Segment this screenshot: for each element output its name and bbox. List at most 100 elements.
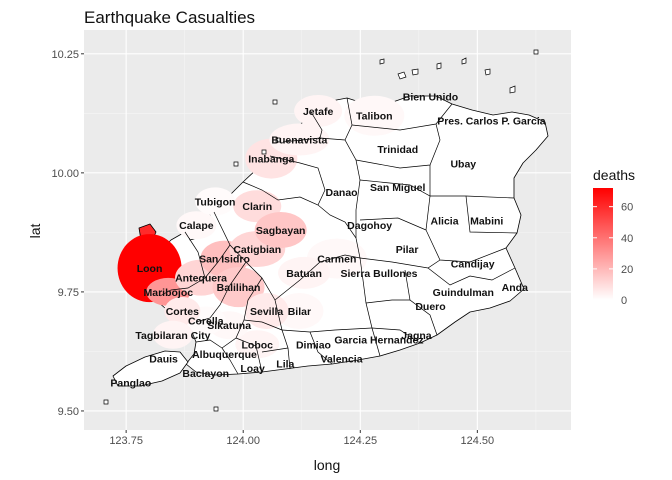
municipality-fill (212, 267, 265, 308)
municipality-label: San Miguel (370, 182, 426, 194)
municipality-label: Batuan (286, 268, 322, 280)
border (243, 319, 283, 331)
municipality-labels: Loon Maribojoc Calape Antequera San Isidro Ca… (110, 92, 545, 390)
municipality-label: Guindulman (433, 287, 494, 299)
x-tick-label: 123.75 (109, 435, 143, 447)
islet (436, 62, 442, 70)
municipality-label: Baclayon (182, 368, 229, 380)
border (281, 327, 373, 333)
y-axis-title: lat (27, 224, 43, 239)
border (427, 267, 516, 286)
municipality-label: Jetafe (303, 106, 334, 118)
y-tick-label: 9.50 (58, 406, 79, 418)
municipality-label: Tubigon (195, 196, 236, 208)
municipality-fill (294, 94, 343, 127)
municipality-label: Candijay (451, 258, 495, 270)
municipality-label: Clarin (242, 201, 272, 213)
panglao-island (112, 350, 189, 387)
municipality-label: Dauis (149, 354, 178, 366)
border (235, 337, 263, 373)
municipality-label: Ubay (450, 158, 476, 170)
municipality-fill (254, 212, 307, 248)
islet (275, 137, 281, 143)
municipality-label: Calape (179, 220, 214, 232)
islet (379, 58, 385, 65)
x-axis-title: long (314, 457, 340, 473)
municipality-label: Mabini (470, 215, 503, 227)
x-axis: 123.75 124.00 124.25 124.50 (109, 430, 494, 447)
border (351, 103, 453, 131)
border (269, 155, 326, 206)
municipality-fill (164, 296, 201, 325)
border (309, 331, 333, 365)
y-tick-label: 9.75 (58, 287, 79, 299)
islet (397, 71, 407, 80)
legend-tick-label: 60 (621, 202, 633, 214)
border (159, 244, 231, 297)
municipality-label: Dagohoy (347, 220, 392, 232)
x-tick-label: 124.50 (461, 435, 495, 447)
y-tick-label: 10.25 (51, 49, 79, 61)
municipality-label: Trinidad (377, 144, 418, 156)
plot-panel: Loon Maribojoc Calape Antequera San Isidro Ca… (84, 30, 571, 430)
municipality-label: Lila (276, 358, 294, 370)
islet (461, 57, 467, 65)
municipality-fill (244, 292, 289, 329)
municipality-label: Sierra Bullones (340, 268, 417, 280)
border (359, 217, 427, 231)
municipality-label: Bilar (288, 306, 311, 318)
islet (411, 68, 419, 76)
small-islands (103, 49, 539, 412)
municipality-label: Jagna (401, 330, 432, 342)
municipality-fill (275, 292, 324, 329)
municipality-label: Bien Unido (403, 92, 458, 104)
municipality-label: Loay (240, 363, 265, 375)
municipality-label: Albuquerque (192, 349, 257, 361)
municipality-label: Sagbayan (256, 225, 306, 237)
islet (484, 68, 491, 76)
municipality-label: Carmen (317, 254, 356, 266)
municipality-label: Antequera (175, 273, 227, 285)
plot-title: Earthquake Casualties (84, 8, 255, 27)
municipality-label: Loboc (242, 339, 274, 351)
border (195, 261, 247, 323)
border (359, 257, 441, 269)
border (359, 165, 431, 197)
islet (213, 406, 219, 412)
municipality-label: Pres. Carlos P. Garcia (437, 115, 546, 127)
municipality-label: Inabanga (248, 154, 294, 166)
legend-tick-label: 40 (621, 233, 633, 245)
municipality-label: San Isidro (199, 254, 250, 266)
border (365, 299, 410, 304)
x-tick-label: 124.25 (343, 435, 377, 447)
municipality-fill (152, 320, 193, 349)
municipality-label: Loon (137, 263, 163, 275)
border (195, 339, 223, 349)
municipality-label: Alicia (431, 215, 459, 227)
islet (509, 85, 516, 94)
x-tick-label: 124.00 (226, 435, 260, 447)
municipality-label: Cortes (166, 306, 199, 318)
islet (103, 399, 109, 405)
municipality-label: Buenavista (271, 135, 327, 147)
municipality-label: Panglao (110, 377, 151, 389)
y-axis: 9.50 9.75 10.00 10.25 (51, 49, 84, 418)
municipality-fill (269, 123, 330, 156)
legend-tick-label: 20 (621, 264, 633, 276)
municipality-polygons (117, 94, 405, 359)
legend-tick-label: 0 (621, 295, 627, 307)
legend: deaths 0 20 40 60 (593, 167, 635, 307)
municipality-label: Corella (188, 315, 224, 327)
municipality-label: Maribojoc (143, 287, 193, 299)
municipality-fill (176, 211, 217, 240)
municipality-label: Sikatuna (207, 320, 251, 332)
border (274, 254, 361, 301)
border (371, 327, 421, 344)
border (184, 231, 206, 279)
municipality-label: Talibon (356, 111, 393, 123)
municipality-label: Valencia (321, 354, 363, 366)
y-tick-label: 10.00 (51, 168, 79, 180)
legend-title: deaths (593, 167, 635, 183)
municipality-label: Sevilla (250, 306, 283, 318)
